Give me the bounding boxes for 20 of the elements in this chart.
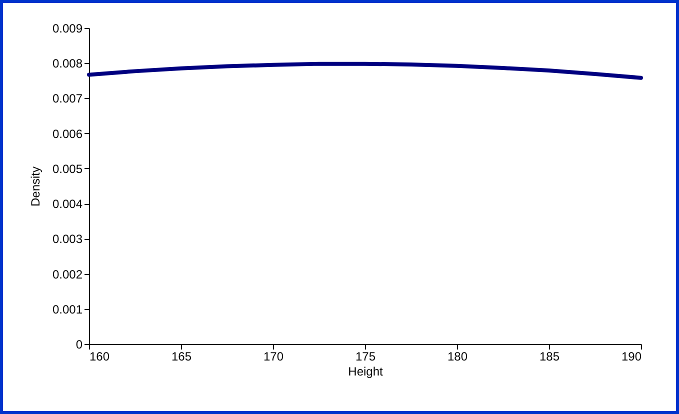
x-tick-label: 175 xyxy=(355,350,376,364)
x-tick-label: 185 xyxy=(539,350,560,364)
x-tick-label: 160 xyxy=(90,350,110,364)
y-tick-label: 0.007 xyxy=(52,92,83,106)
y-tick-label: 0.006 xyxy=(52,126,83,141)
y-tick-label: 0.002 xyxy=(52,267,83,282)
y-tick-label: 0.008 xyxy=(52,56,83,71)
y-tick-label: 0.003 xyxy=(52,232,83,246)
x-axis-title: Height xyxy=(348,364,384,378)
y-tick-label: 0 xyxy=(76,338,83,352)
y-tick-label: 0.009 xyxy=(52,22,83,36)
x-tick-label: 165 xyxy=(171,350,192,364)
line-series xyxy=(87,62,643,80)
y-tick-label: 0.001 xyxy=(52,302,83,316)
x-tick-label: 170 xyxy=(263,350,284,364)
y-tick-label: 0.004 xyxy=(52,197,83,212)
x-tick-label: 180 xyxy=(447,350,468,364)
y-axis-title: Density xyxy=(28,166,42,207)
y-tick-label: 0.005 xyxy=(52,162,83,176)
x-tick-label: 190 xyxy=(621,350,642,364)
